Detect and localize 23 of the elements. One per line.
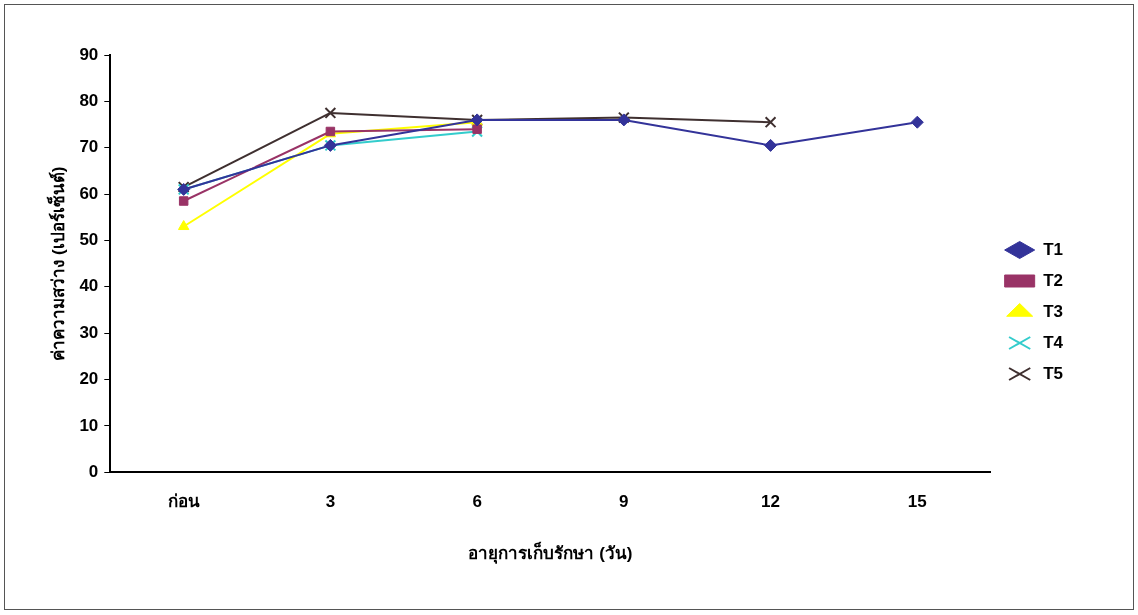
legend-label: T5 (1043, 363, 1063, 383)
y-tick-label: 20 (79, 369, 99, 389)
y-tick-label: 80 (79, 91, 99, 111)
x-tick-label: 9 (619, 492, 629, 512)
y-tick-label: 90 (79, 44, 99, 64)
y-tick-label: 50 (79, 230, 99, 250)
y-tick-label: 30 (79, 322, 99, 342)
legend-label: T2 (1043, 270, 1063, 290)
y-tick-label: 70 (79, 137, 99, 157)
x-tick-label: 12 (761, 492, 781, 512)
legend-label: T4 (1043, 332, 1064, 352)
x-tick-label: 3 (325, 492, 336, 512)
legend-label: T3 (1043, 301, 1063, 321)
x-tick-label: ก่อน (167, 492, 200, 512)
x-axis-title: อายุการเก็บรักษา (วัน) (468, 541, 633, 565)
y-tick-label: 10 (79, 415, 99, 435)
y-axis-title: ค่าความสว่าง (เปอร์เซ็นต์) (45, 166, 68, 361)
y-tick-label: 40 (79, 276, 99, 296)
y-tick-label: 60 (79, 183, 99, 203)
legend-label: T1 (1043, 239, 1063, 259)
x-tick-label: 6 (472, 492, 482, 512)
x-tick-label: 15 (907, 492, 927, 512)
y-tick-label: 0 (88, 461, 99, 481)
